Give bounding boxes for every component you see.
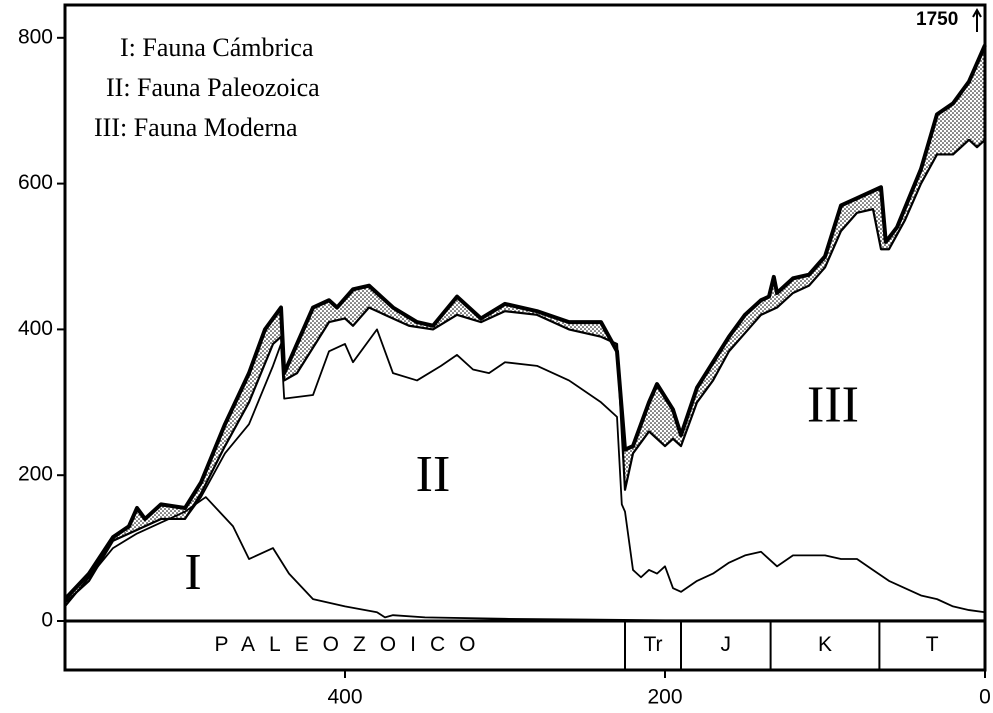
y-tick-label: 0	[41, 609, 53, 632]
series-line	[64, 328, 986, 614]
region-label: I	[184, 544, 201, 601]
y-tick-label: 600	[18, 171, 53, 194]
y-tick-label: 400	[18, 317, 53, 340]
series-line	[64, 496, 985, 622]
y-tick-label: 200	[18, 463, 53, 486]
arrow	[972, 7, 982, 32]
period-label: Tr	[643, 633, 662, 656]
plot-area	[63, 44, 987, 622]
legend-line: I: Fauna Cámbrica	[120, 33, 314, 62]
period-label: K	[818, 633, 832, 656]
region-label: II	[416, 446, 451, 503]
legend-line: III: Fauna Moderna	[94, 113, 298, 142]
region-label: III	[807, 377, 859, 434]
frame	[63, 3, 987, 672]
x-tick-label: 400	[327, 686, 362, 709]
y-tick-label: 800	[18, 25, 53, 48]
period-label: J	[721, 633, 732, 656]
annotation: 1750	[916, 9, 958, 30]
period-label: T	[926, 633, 939, 656]
series-line	[63, 44, 987, 601]
legend-line: II: Fauna Paleozoica	[106, 73, 320, 102]
period-label: PALEOZOICO	[215, 633, 490, 656]
x-tick-label: 0	[979, 686, 991, 709]
x-tick-label: 200	[647, 686, 682, 709]
